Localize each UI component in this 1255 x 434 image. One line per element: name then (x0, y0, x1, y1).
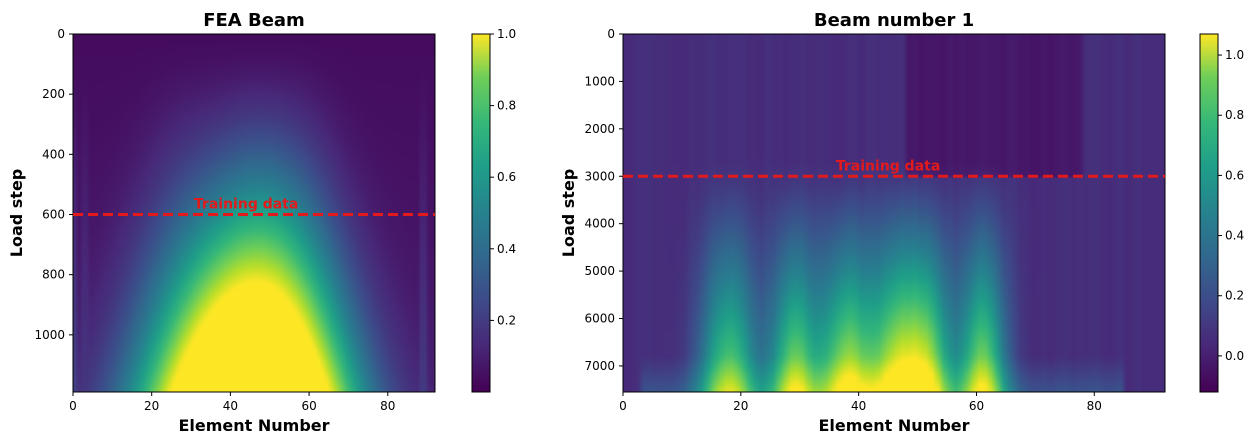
colorbar (1199, 33, 1219, 393)
y-tick-label: 1000 (584, 74, 615, 88)
training-data-label: Training data (194, 197, 298, 213)
chart-title: FEA Beam (203, 10, 305, 31)
y-tick-label: 6000 (584, 312, 615, 326)
colorbar-tick-label: 0.8 (1225, 108, 1244, 122)
chart-beam-number-1: Beam number 1 0 20 40 60 80 0 1000 2000 3000 4000… (559, 10, 1244, 434)
x-tick-label: 80 (380, 399, 395, 413)
colorbar-tick-label: 0.2 (497, 313, 516, 327)
x-tick-label: 20 (144, 399, 159, 413)
x-tick-label: 0 (619, 399, 627, 413)
y-tick-label: 7000 (584, 359, 615, 373)
y-tick-label: 200 (42, 87, 65, 101)
x-tick-label: 60 (969, 399, 984, 413)
colorbar-tick-label: 0.4 (1225, 229, 1244, 243)
y-tick-label: 4000 (584, 217, 615, 231)
colorbar-tick-label: 0.4 (497, 242, 516, 256)
y-tick-label: 3000 (584, 169, 615, 183)
heatmap-image (73, 34, 435, 392)
y-tick-label: 400 (42, 147, 65, 161)
colorbar-tick-label: 1.0 (497, 27, 516, 41)
axes: 0 20 40 60 80 0 1000 2000 3000 4000 5000 6000 7000 (584, 27, 1101, 413)
colorbar (471, 33, 491, 393)
y-tick-label: 800 (42, 268, 65, 282)
colorbar-tick-label: 0.0 (1225, 349, 1244, 363)
plot-frame (622, 33, 1166, 393)
x-tick-label: 0 (69, 399, 77, 413)
y-axis-title: Load step (559, 169, 578, 257)
x-tick-label: 20 (733, 399, 748, 413)
y-tick-label: 0 (607, 27, 615, 41)
plot-frame (72, 33, 436, 393)
y-tick-label: 600 (42, 208, 65, 222)
y-axis-title: Load step (7, 169, 26, 257)
x-tick-label: 80 (1087, 399, 1102, 413)
colorbar-tick-label: 0.2 (1225, 289, 1244, 303)
x-axis-title: Element Number (178, 416, 329, 434)
training-data-label: Training data (836, 158, 940, 174)
chart-title: Beam number 1 (814, 10, 974, 31)
x-axis-title: Element Number (818, 416, 969, 434)
colorbar-tick-label: 0.6 (497, 170, 516, 184)
heatmap-image (623, 34, 1165, 392)
x-tick-label: 40 (851, 399, 866, 413)
x-tick-label: 60 (301, 399, 316, 413)
colorbar-ticks: 0.2 0.4 0.6 0.8 1.0 (490, 27, 516, 327)
colorbar-tick-label: 1.0 (1225, 48, 1244, 62)
x-tick-label: 40 (223, 399, 238, 413)
colorbar-ticks: 0.0 0.2 0.4 0.6 0.8 1.0 (1218, 48, 1244, 363)
colorbar-tick-label: 0.8 (497, 99, 516, 113)
colorbar-tick-label: 0.6 (1225, 168, 1244, 182)
y-tick-label: 5000 (584, 264, 615, 278)
y-tick-label: 1000 (34, 328, 65, 342)
y-tick-label: 0 (57, 27, 65, 41)
y-tick-label: 2000 (584, 122, 615, 136)
